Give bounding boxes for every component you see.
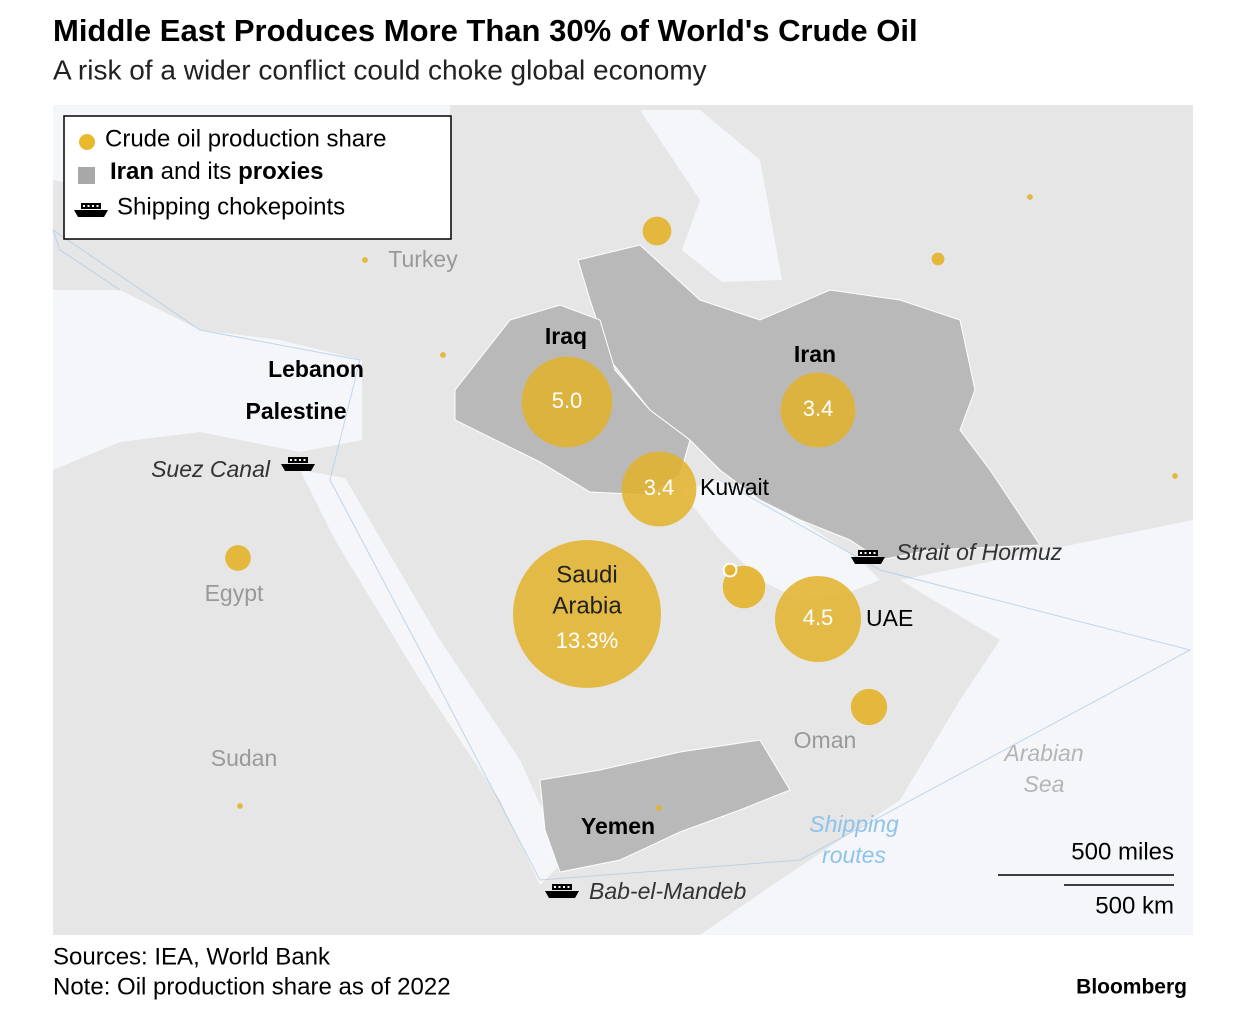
ship-window <box>92 205 94 207</box>
ship-window <box>563 886 565 888</box>
scale-label: 500 km <box>1095 892 1174 919</box>
bubble <box>621 451 697 527</box>
place-label: Turkey <box>388 246 458 272</box>
sea-label: Sea <box>1024 771 1065 797</box>
bubble <box>780 372 856 448</box>
ship-window <box>860 552 862 554</box>
ship-window <box>87 205 90 207</box>
bubble <box>1172 473 1178 479</box>
note: Note: Oil production share as of 2022 <box>53 973 451 1000</box>
red-sea <box>300 470 565 885</box>
ship-window <box>554 886 556 888</box>
place-label: Iraq <box>545 323 587 349</box>
bubble <box>656 805 662 811</box>
brand: Bloomberg <box>1076 976 1187 999</box>
place-label: Iran <box>794 341 836 367</box>
place-label: Kuwait <box>700 474 770 500</box>
legend-box <box>63 115 452 240</box>
bubble-name: Arabia <box>552 592 622 619</box>
legend: Crude oil production share Iran and its … <box>63 115 452 240</box>
sea-label: routes <box>822 842 886 868</box>
chokepoint-label: Bab-el-Mandeb <box>589 878 746 904</box>
bubble-label: 3.4 <box>803 396 834 421</box>
arabian-sea <box>700 520 1193 935</box>
ship-shape <box>545 884 579 898</box>
bubble-label: 5.0 <box>552 388 583 413</box>
bubble <box>237 803 243 809</box>
bubble-label: 13.3% <box>556 628 618 653</box>
legend-label: Iran and its proxies <box>110 158 323 185</box>
map <box>52 105 1193 935</box>
legend-label: Crude oil production share <box>105 125 387 152</box>
ship-window <box>294 459 297 461</box>
ship-window <box>299 459 301 461</box>
bubble-label: 4.5 <box>803 605 834 630</box>
bubble <box>362 257 368 263</box>
place-label: Sudan <box>211 745 278 771</box>
ship-shape <box>851 550 885 564</box>
place-label: UAE <box>866 605 913 631</box>
subtitle: A risk of a wider conflict could choke g… <box>53 54 707 85</box>
place-label: Egypt <box>205 580 264 606</box>
ship-shape <box>281 457 315 471</box>
bubble <box>225 545 251 571</box>
ship-icon <box>851 550 885 564</box>
chokepoint-label: Suez Canal <box>151 456 271 482</box>
scale-label: 500 miles <box>1071 838 1174 865</box>
yemen-shape <box>539 739 791 873</box>
sea-label: Arabian <box>1002 740 1083 766</box>
ship-window <box>869 552 871 554</box>
legend-label-part: Iran <box>110 158 154 185</box>
ship-window <box>864 552 867 554</box>
legend-label-part: proxies <box>238 158 323 185</box>
ship-icon <box>545 884 579 898</box>
legend-proxy-icon <box>78 167 95 184</box>
ship-window <box>567 886 570 888</box>
bubble <box>440 352 446 358</box>
caspian-sea <box>640 110 782 282</box>
ship-window <box>83 205 85 207</box>
persian-gulf <box>680 480 880 600</box>
bubble <box>774 575 862 663</box>
bubble <box>850 688 888 726</box>
bubble <box>722 562 738 578</box>
ship-window <box>558 886 561 888</box>
legend-label: Shipping chokepoints <box>117 193 345 220</box>
place-label: Lebanon <box>268 356 364 382</box>
place-label: Oman <box>794 727 857 753</box>
bubble-label: 3.4 <box>644 475 675 500</box>
ship-icon <box>74 203 108 217</box>
bubble <box>521 356 613 448</box>
ship-window <box>290 459 292 461</box>
chokepoint-label: Strait of Hormuz <box>896 539 1063 565</box>
bubble <box>513 540 661 688</box>
ship-window <box>873 552 876 554</box>
legend-label-part: and its <box>154 158 238 185</box>
ship-window <box>96 205 99 207</box>
ship-shape <box>74 203 108 217</box>
shipping-route <box>52 228 1192 881</box>
title: Middle East Produces More Than 30% of Wo… <box>53 13 918 48</box>
place-label: Yemen <box>581 813 655 839</box>
legend-bubble-icon <box>79 134 95 150</box>
bubble <box>931 252 945 266</box>
mediterranean <box>53 290 362 470</box>
ship-window <box>303 459 306 461</box>
sources: Sources: IEA, World Bank <box>53 943 331 970</box>
ship-icon <box>281 457 315 471</box>
bubble-name: Saudi <box>556 561 617 588</box>
bubble <box>1027 194 1033 200</box>
bubble <box>642 216 672 246</box>
place-label: Palestine <box>246 398 347 424</box>
sea-label: Shipping <box>809 811 899 837</box>
